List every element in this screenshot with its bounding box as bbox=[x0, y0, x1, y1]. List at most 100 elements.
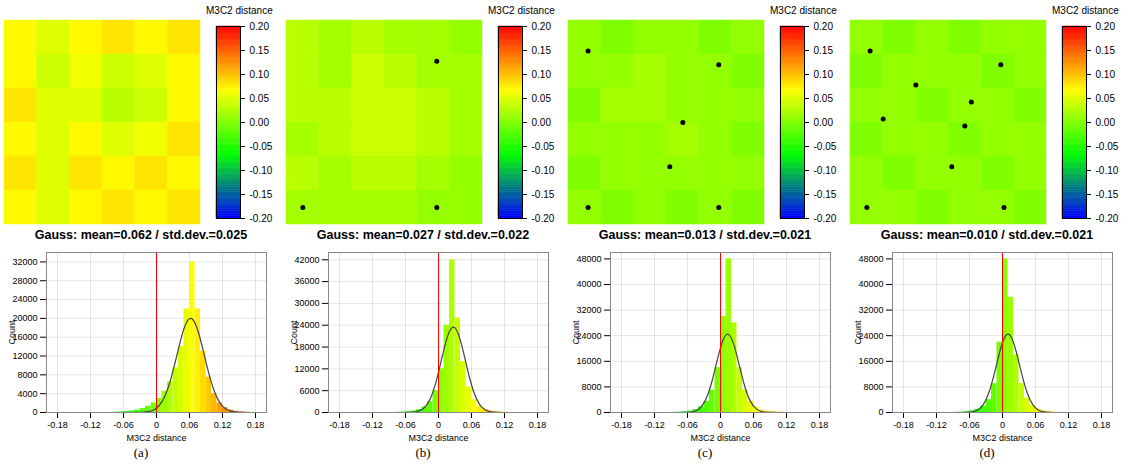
html-text:(c): (c) bbox=[697, 445, 713, 460]
svg-text:Count: Count bbox=[853, 320, 863, 345]
svg-text:Count: Count bbox=[289, 320, 299, 345]
svg-text:12000: 12000 bbox=[12, 351, 37, 361]
svg-text:32000: 32000 bbox=[12, 257, 37, 267]
svg-text:-0.06: -0.06 bbox=[959, 420, 980, 430]
svg-text:0: 0 bbox=[596, 407, 601, 417]
svg-text:0.18: 0.18 bbox=[529, 420, 547, 430]
svg-text:-0.20: -0.20 bbox=[250, 213, 273, 224]
svg-text:40000: 40000 bbox=[576, 279, 601, 289]
svg-text:24000: 24000 bbox=[12, 294, 37, 304]
svg-text:0: 0 bbox=[1000, 420, 1005, 430]
svg-text:0.10: 0.10 bbox=[1096, 69, 1116, 80]
svg-text:-0.18: -0.18 bbox=[893, 420, 914, 430]
svg-text:6000: 6000 bbox=[299, 386, 319, 396]
svg-text:0.12: 0.12 bbox=[496, 420, 514, 430]
svg-text:M3C2 distance: M3C2 distance bbox=[408, 433, 468, 443]
svg-text:0.12: 0.12 bbox=[214, 420, 232, 430]
svg-text:48000: 48000 bbox=[858, 254, 883, 264]
svg-text:32000: 32000 bbox=[576, 305, 601, 315]
svg-text:0.06: 0.06 bbox=[181, 420, 199, 430]
svg-text:0.20: 0.20 bbox=[250, 21, 270, 32]
svg-text:0: 0 bbox=[436, 420, 441, 430]
svg-text:8000: 8000 bbox=[581, 382, 601, 392]
svg-text:0.05: 0.05 bbox=[250, 93, 270, 104]
svg-text:16000: 16000 bbox=[858, 356, 883, 366]
svg-text:-0.15: -0.15 bbox=[1096, 189, 1119, 200]
svg-text:M3C2 distance: M3C2 distance bbox=[126, 433, 186, 443]
svg-text:-0.20: -0.20 bbox=[1096, 213, 1119, 224]
svg-text:-0.10: -0.10 bbox=[814, 165, 837, 176]
svg-text:-0.15: -0.15 bbox=[814, 189, 837, 200]
svg-text:0.12: 0.12 bbox=[778, 420, 796, 430]
svg-text:0.00: 0.00 bbox=[814, 117, 834, 128]
svg-text:-0.05: -0.05 bbox=[1096, 141, 1119, 152]
svg-text:-0.18: -0.18 bbox=[329, 420, 350, 430]
svg-text:0.15: 0.15 bbox=[814, 45, 834, 56]
svg-text:0.00: 0.00 bbox=[250, 117, 270, 128]
svg-text:40000: 40000 bbox=[858, 279, 883, 289]
svg-text:32000: 32000 bbox=[858, 305, 883, 315]
svg-text:8000: 8000 bbox=[863, 382, 883, 392]
html-text:(b): (b) bbox=[415, 445, 431, 460]
svg-text:0.15: 0.15 bbox=[250, 45, 270, 56]
svg-text:-0.10: -0.10 bbox=[1096, 165, 1119, 176]
svg-text:0.06: 0.06 bbox=[745, 420, 763, 430]
svg-text:0.15: 0.15 bbox=[1096, 45, 1116, 56]
svg-text:42000: 42000 bbox=[294, 255, 319, 265]
svg-text:-0.15: -0.15 bbox=[250, 189, 273, 200]
svg-text:0.00: 0.00 bbox=[1096, 117, 1116, 128]
svg-text:8000: 8000 bbox=[17, 370, 37, 380]
svg-text:0: 0 bbox=[878, 407, 883, 417]
svg-text:-0.06: -0.06 bbox=[395, 420, 416, 430]
svg-text:0.05: 0.05 bbox=[1096, 93, 1116, 104]
svg-text:-0.10: -0.10 bbox=[532, 165, 555, 176]
svg-text:-0.10: -0.10 bbox=[250, 165, 273, 176]
svg-text:0.20: 0.20 bbox=[1096, 21, 1116, 32]
svg-text:0.06: 0.06 bbox=[1027, 420, 1045, 430]
svg-text:0.05: 0.05 bbox=[814, 93, 834, 104]
svg-text:-0.05: -0.05 bbox=[532, 141, 555, 152]
svg-text:-0.15: -0.15 bbox=[532, 189, 555, 200]
svg-text:0.10: 0.10 bbox=[532, 69, 552, 80]
svg-text:0.15: 0.15 bbox=[532, 45, 552, 56]
svg-text:-0.06: -0.06 bbox=[113, 420, 134, 430]
svg-text:0.18: 0.18 bbox=[811, 420, 829, 430]
svg-text:-0.20: -0.20 bbox=[814, 213, 837, 224]
svg-text:0.05: 0.05 bbox=[532, 93, 552, 104]
svg-text:0.18: 0.18 bbox=[1093, 420, 1111, 430]
svg-text:0: 0 bbox=[314, 407, 319, 417]
svg-text:Count: Count bbox=[7, 320, 17, 345]
svg-text:-0.12: -0.12 bbox=[926, 420, 947, 430]
svg-text:0: 0 bbox=[154, 420, 159, 430]
svg-text:-0.12: -0.12 bbox=[80, 420, 101, 430]
svg-text:0: 0 bbox=[32, 407, 37, 417]
svg-text:-0.18: -0.18 bbox=[47, 420, 68, 430]
svg-text:36000: 36000 bbox=[294, 276, 319, 286]
svg-text:-0.05: -0.05 bbox=[250, 141, 273, 152]
svg-text:0.10: 0.10 bbox=[814, 69, 834, 80]
svg-text:M3C2 distance: M3C2 distance bbox=[972, 433, 1032, 443]
svg-text:0.20: 0.20 bbox=[814, 21, 834, 32]
svg-text:0.18: 0.18 bbox=[247, 420, 265, 430]
html-text:(a): (a) bbox=[133, 445, 149, 460]
svg-text:48000: 48000 bbox=[576, 254, 601, 264]
svg-text:-0.18: -0.18 bbox=[611, 420, 632, 430]
svg-text:Count: Count bbox=[571, 320, 581, 345]
svg-text:0.20: 0.20 bbox=[532, 21, 552, 32]
svg-text:0: 0 bbox=[718, 420, 723, 430]
svg-text:-0.20: -0.20 bbox=[532, 213, 555, 224]
svg-text:0.12: 0.12 bbox=[1060, 420, 1078, 430]
svg-text:-0.12: -0.12 bbox=[362, 420, 383, 430]
svg-text:0.06: 0.06 bbox=[463, 420, 481, 430]
svg-text:-0.05: -0.05 bbox=[814, 141, 837, 152]
svg-text:-0.06: -0.06 bbox=[677, 420, 698, 430]
svg-text:4000: 4000 bbox=[17, 389, 37, 399]
svg-text:-0.12: -0.12 bbox=[644, 420, 665, 430]
svg-text:28000: 28000 bbox=[12, 276, 37, 286]
svg-text:30000: 30000 bbox=[294, 298, 319, 308]
svg-text:0.10: 0.10 bbox=[250, 69, 270, 80]
svg-text:12000: 12000 bbox=[294, 364, 319, 374]
svg-text:0.00: 0.00 bbox=[532, 117, 552, 128]
svg-text:M3C2 distance: M3C2 distance bbox=[690, 433, 750, 443]
svg-text:16000: 16000 bbox=[576, 356, 601, 366]
